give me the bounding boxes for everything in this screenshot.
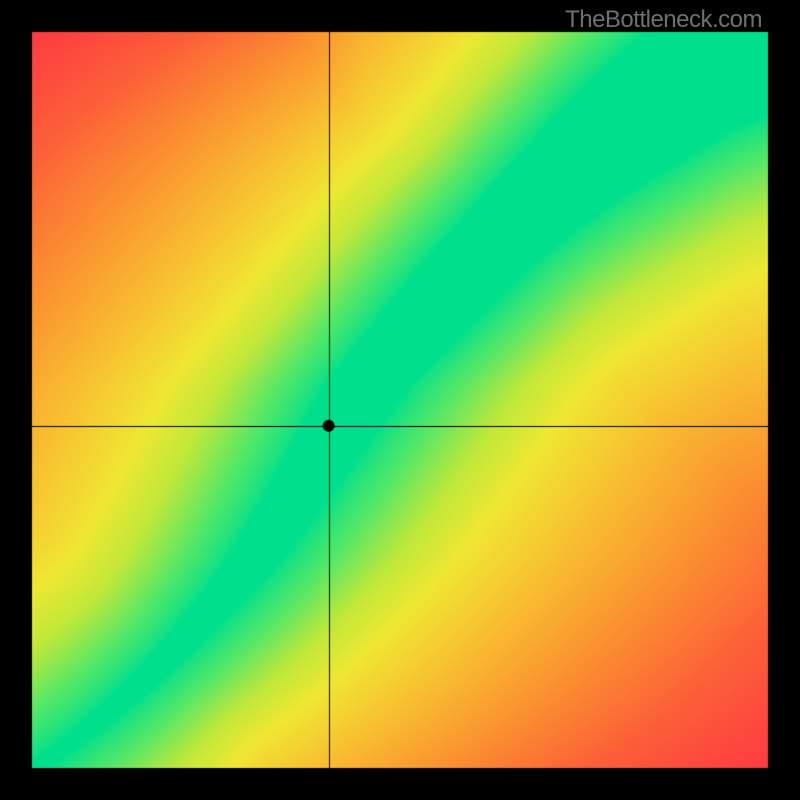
heatmap-canvas	[0, 0, 800, 800]
watermark-text: TheBottleneck.com	[565, 6, 762, 34]
chart-container: TheBottleneck.com	[0, 0, 800, 800]
